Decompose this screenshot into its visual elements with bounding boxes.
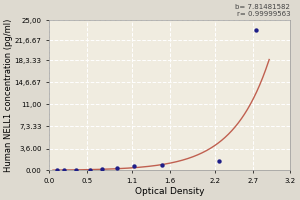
Point xyxy=(254,29,259,32)
Point xyxy=(216,159,221,162)
Y-axis label: Human NELL1 concentration (pg/ml): Human NELL1 concentration (pg/ml) xyxy=(4,19,13,172)
Point xyxy=(131,165,136,168)
Point xyxy=(160,163,165,167)
Point xyxy=(54,169,59,172)
Point xyxy=(62,169,67,172)
X-axis label: Optical Density: Optical Density xyxy=(135,187,205,196)
Text: b= 7.81481582
r= 0.99999563: b= 7.81481582 r= 0.99999563 xyxy=(236,4,290,17)
Point xyxy=(88,168,92,171)
Point xyxy=(100,167,104,171)
Point xyxy=(73,168,78,171)
Point xyxy=(115,166,119,169)
